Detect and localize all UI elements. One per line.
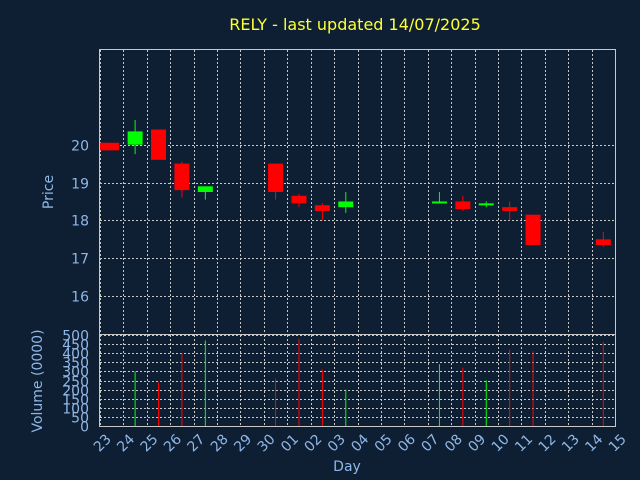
- candle-body: [525, 214, 541, 246]
- chart-title: RELY - last updated 14/07/2025: [229, 15, 481, 34]
- x-tick-label: 23: [91, 431, 115, 455]
- candle-body: [314, 205, 330, 211]
- price-tick-label: 20: [71, 139, 89, 155]
- x-tick-label: 11: [512, 431, 536, 455]
- volume-tick-label: 250: [62, 375, 89, 391]
- price-panel-frame: [99, 49, 616, 335]
- volume-tick-label: 500: [62, 329, 89, 345]
- volume-gridlines: [100, 335, 616, 427]
- x-axis-ticks: 23 24 25 26 27 28 29 30 01 02 03 04 05 06 07 08 09 10 11 12…: [91, 431, 630, 455]
- candles: [100, 120, 611, 247]
- volume-tick-label: 350: [62, 356, 89, 372]
- candle-body: [100, 142, 120, 151]
- x-tick-label: 04: [348, 431, 372, 455]
- volume-tick-label: 300: [62, 365, 89, 381]
- candle-body: [455, 201, 471, 210]
- price-tick-label: 16: [71, 290, 89, 306]
- volume-axis-label: Volume (0000): [30, 329, 46, 432]
- candle-body: [268, 163, 284, 192]
- price-tick-label: 19: [71, 177, 89, 193]
- volume-tick-label: 400: [62, 347, 89, 363]
- x-tick-label: 10: [489, 431, 513, 455]
- x-axis-label: Day: [333, 459, 361, 475]
- x-tick-label: 14: [582, 431, 606, 455]
- x-tick-label: 29: [231, 431, 255, 455]
- x-tick-label: 13: [559, 431, 583, 455]
- x-tick-label: 25: [138, 431, 162, 455]
- price-axis-ticks: 16 17 18 19 20: [71, 139, 89, 306]
- x-tick-label: 27: [184, 431, 208, 455]
- x-tick-label: 06: [395, 431, 419, 455]
- candle-body: [174, 163, 190, 191]
- x-tick-label: 05: [372, 431, 396, 455]
- x-tick-label: 07: [419, 431, 443, 455]
- volume-tick-label: 150: [62, 393, 89, 409]
- candle-body: [291, 195, 307, 204]
- candle-body: [431, 201, 447, 204]
- x-tick-label: 01: [278, 431, 302, 455]
- x-tick-label: 24: [114, 431, 138, 455]
- price-axis-label: Price: [41, 175, 57, 209]
- volume-tick-label: 450: [62, 338, 89, 354]
- volume-panel-frame: [99, 334, 616, 427]
- price-tick-label: 17: [71, 252, 89, 268]
- x-tick-label: 03: [325, 431, 349, 455]
- candle-body: [127, 131, 143, 145]
- volume-tick-label: 50: [71, 411, 89, 427]
- x-tick-label: 15: [606, 431, 630, 455]
- x-tick-label: 08: [442, 431, 466, 455]
- price-tick-label: 18: [71, 214, 89, 230]
- price-gridlines: [100, 50, 616, 334]
- candle-body: [595, 239, 611, 246]
- x-tick-label: 09: [465, 431, 489, 455]
- candle-body: [151, 129, 167, 160]
- candle-body: [478, 203, 494, 206]
- candle-body: [338, 201, 354, 208]
- x-tick-label: 12: [536, 431, 560, 455]
- x-tick-label: 28: [208, 431, 232, 455]
- x-tick-label: 30: [255, 431, 279, 455]
- candle-body: [502, 207, 518, 211]
- x-tick-label: 02: [302, 431, 326, 455]
- volume-bars: [134, 338, 604, 426]
- volume-tick-label: 200: [62, 384, 89, 400]
- candle-body: [197, 186, 213, 192]
- x-tick-label: 26: [161, 431, 185, 455]
- volume-tick-label: 0: [80, 420, 89, 436]
- volume-tick-label: 100: [62, 402, 89, 418]
